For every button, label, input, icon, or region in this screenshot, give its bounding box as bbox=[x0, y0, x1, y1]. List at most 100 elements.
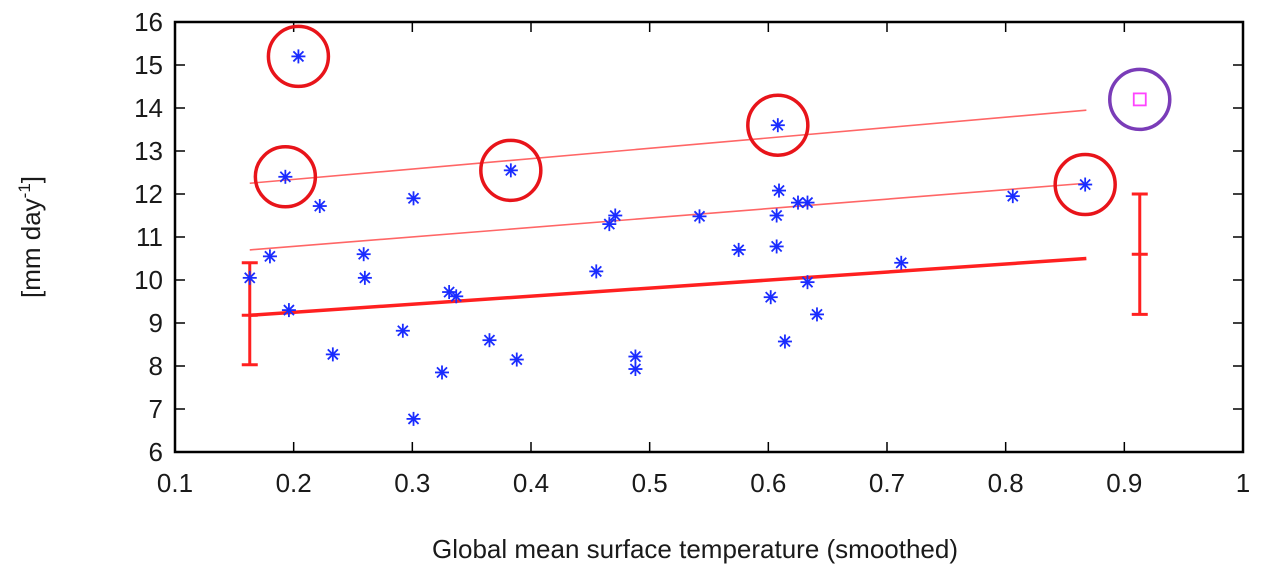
data-point-stroke bbox=[772, 119, 784, 131]
data-point bbox=[262, 249, 277, 264]
data-point bbox=[357, 270, 372, 285]
data-point-stroke bbox=[693, 210, 706, 223]
data-point-stroke bbox=[801, 196, 814, 209]
data-point-stroke bbox=[407, 192, 420, 204]
y-axis-label: [mm day-1] bbox=[15, 176, 46, 298]
highlight-circle bbox=[1053, 152, 1117, 217]
data-point bbox=[777, 334, 792, 349]
band-line bbox=[249, 182, 1087, 251]
y-axis-label-superscript: -1 bbox=[15, 183, 34, 198]
data-point-stroke bbox=[801, 276, 814, 288]
data-point bbox=[1005, 189, 1020, 204]
data-point-stroke bbox=[779, 335, 791, 348]
y-tick-label: 10 bbox=[134, 265, 163, 295]
y-tick-label: 14 bbox=[134, 93, 163, 123]
y-axis-label-end: ] bbox=[16, 176, 46, 183]
data-point bbox=[312, 199, 327, 214]
x-tick-label: 0.9 bbox=[1106, 468, 1142, 498]
data-point bbox=[509, 352, 524, 367]
data-point-stroke bbox=[314, 200, 326, 212]
data-point-stroke bbox=[1007, 190, 1019, 202]
data-point bbox=[628, 349, 643, 364]
data-point bbox=[435, 365, 449, 380]
y-axis-ticks: 6 7 8 9 10 11 12 13 14 15 16 bbox=[134, 7, 1243, 467]
data-point bbox=[449, 289, 464, 304]
special-point-group bbox=[1108, 67, 1172, 132]
regression-line bbox=[249, 256, 1087, 318]
data-point bbox=[395, 323, 410, 338]
data-point bbox=[325, 347, 340, 362]
y-tick-label: 9 bbox=[149, 308, 163, 338]
data-point bbox=[242, 270, 257, 285]
data-point-stroke bbox=[450, 290, 462, 303]
y-tick-label: 15 bbox=[134, 50, 163, 80]
data-point-stroke bbox=[407, 413, 420, 425]
data-point-stroke bbox=[609, 209, 621, 222]
highlight-circle bbox=[479, 138, 543, 203]
data-point bbox=[608, 208, 623, 223]
y-axis-label-main: [mm day bbox=[16, 198, 46, 298]
data-point bbox=[769, 208, 784, 223]
data-point-stroke bbox=[732, 244, 745, 256]
data-point bbox=[800, 195, 815, 210]
data-point bbox=[772, 183, 787, 198]
data-point-stroke bbox=[895, 257, 907, 269]
data-point-stroke bbox=[443, 286, 455, 298]
x-tick-label: 0.6 bbox=[750, 468, 786, 498]
data-point-stroke bbox=[327, 348, 339, 361]
special-circle bbox=[1108, 67, 1172, 132]
x-tick-label: 0.8 bbox=[988, 468, 1024, 498]
data-point-stroke bbox=[359, 272, 371, 284]
data-point bbox=[763, 290, 778, 305]
x-tick-label: 0.7 bbox=[869, 468, 905, 498]
data-point-stroke bbox=[765, 291, 777, 303]
x-tick-label: 0.3 bbox=[394, 468, 430, 498]
data-point bbox=[809, 307, 824, 322]
highlight-circle bbox=[266, 24, 331, 89]
y-tick-label: 16 bbox=[134, 7, 163, 37]
data-point-stroke bbox=[358, 248, 370, 260]
band-line bbox=[249, 109, 1087, 185]
data-point bbox=[442, 285, 457, 300]
data-point-stroke bbox=[244, 272, 256, 284]
special-square-marker bbox=[1132, 92, 1147, 107]
data-point bbox=[278, 169, 293, 184]
y-tick-label: 11 bbox=[136, 222, 163, 252]
x-tick-label: 0.5 bbox=[632, 468, 668, 498]
data-point-stroke bbox=[483, 334, 496, 346]
y-tick-label: 6 bbox=[149, 437, 163, 467]
data-point-stroke bbox=[511, 353, 523, 366]
data-point bbox=[503, 163, 518, 178]
highlight-circle bbox=[746, 93, 810, 157]
data-point-stroke bbox=[505, 164, 517, 177]
data-point-stroke bbox=[770, 209, 783, 222]
data-point-stroke bbox=[629, 363, 642, 375]
data-point-stroke bbox=[603, 218, 615, 230]
fit-lines bbox=[249, 109, 1087, 318]
data-point-stroke bbox=[629, 350, 642, 363]
y-tick-label: 13 bbox=[134, 136, 163, 166]
data-point-stroke bbox=[279, 171, 292, 183]
data-point bbox=[731, 242, 746, 257]
data-point-stroke bbox=[283, 304, 295, 316]
data-point-stroke bbox=[811, 308, 823, 321]
data-point-stroke bbox=[770, 240, 783, 253]
data-point-stroke bbox=[590, 265, 602, 278]
data-point-stroke bbox=[397, 325, 409, 337]
y-tick-label: 8 bbox=[149, 351, 163, 381]
x-axis-label: Global mean surface temperature (smoothe… bbox=[432, 534, 958, 564]
x-tick-label: 1 bbox=[1236, 468, 1250, 498]
highlight-circles bbox=[253, 24, 1117, 217]
data-point-stroke bbox=[292, 50, 305, 63]
error-bars bbox=[241, 192, 1148, 367]
data-point bbox=[356, 247, 371, 262]
highlight-circle bbox=[253, 145, 318, 209]
data-point bbox=[1078, 177, 1093, 192]
x-tick-label: 0.4 bbox=[513, 468, 549, 498]
data-point bbox=[406, 191, 421, 206]
y-tick-label: 7 bbox=[149, 394, 163, 424]
data-point-stroke bbox=[436, 366, 448, 379]
data-point-stroke bbox=[773, 184, 785, 197]
data-point-stroke bbox=[1079, 178, 1091, 191]
